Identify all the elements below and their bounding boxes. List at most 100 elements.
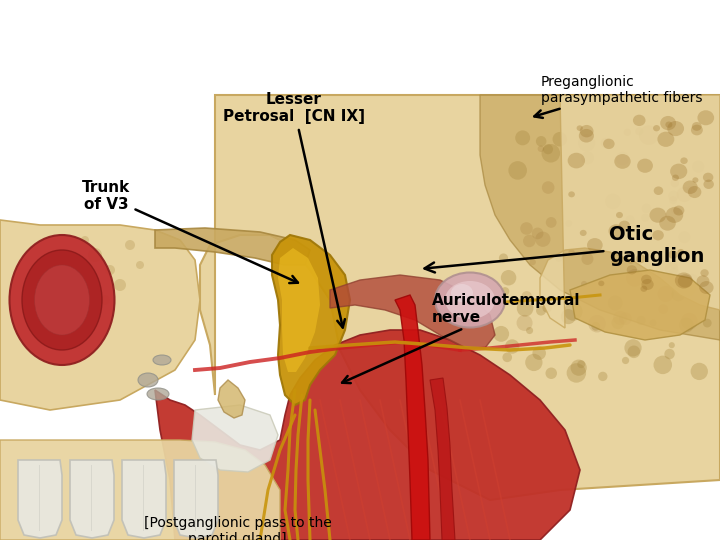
Ellipse shape — [677, 187, 692, 202]
Ellipse shape — [626, 215, 634, 224]
Ellipse shape — [624, 339, 642, 356]
Ellipse shape — [668, 251, 678, 259]
Ellipse shape — [665, 262, 678, 275]
Ellipse shape — [532, 346, 546, 360]
Ellipse shape — [608, 295, 623, 310]
Ellipse shape — [546, 368, 557, 379]
Ellipse shape — [688, 186, 701, 198]
Ellipse shape — [536, 306, 546, 315]
Ellipse shape — [622, 357, 629, 364]
Text: Otic
ganglion: Otic ganglion — [425, 226, 704, 273]
Ellipse shape — [649, 319, 657, 326]
Ellipse shape — [628, 346, 640, 358]
Ellipse shape — [535, 232, 551, 247]
Ellipse shape — [521, 291, 532, 301]
Ellipse shape — [658, 304, 668, 314]
Ellipse shape — [114, 279, 126, 291]
Ellipse shape — [665, 122, 672, 128]
Ellipse shape — [153, 355, 171, 365]
Ellipse shape — [614, 154, 631, 169]
Ellipse shape — [679, 318, 694, 333]
Ellipse shape — [580, 230, 587, 236]
Ellipse shape — [665, 349, 675, 359]
Text: [Postganglionic pass to the
parotid gland]: [Postganglionic pass to the parotid glan… — [144, 516, 331, 540]
Ellipse shape — [699, 281, 714, 294]
Ellipse shape — [75, 275, 85, 285]
Ellipse shape — [691, 125, 703, 136]
Ellipse shape — [100, 295, 110, 305]
Text: Preganglionic
parasympathetic fibers: Preganglionic parasympathetic fibers — [534, 75, 703, 118]
Ellipse shape — [636, 316, 646, 325]
Ellipse shape — [81, 236, 89, 244]
Text: Lesser
Petrosal  [CN IX]: Lesser Petrosal [CN IX] — [223, 92, 365, 328]
Ellipse shape — [698, 110, 714, 125]
Ellipse shape — [543, 144, 553, 154]
Ellipse shape — [678, 274, 693, 288]
Ellipse shape — [644, 261, 653, 270]
Ellipse shape — [435, 273, 505, 327]
Text: Trunk
of V3: Trunk of V3 — [82, 180, 298, 283]
Ellipse shape — [499, 253, 508, 262]
Ellipse shape — [526, 327, 533, 334]
Polygon shape — [18, 460, 62, 538]
Ellipse shape — [567, 363, 586, 383]
Ellipse shape — [639, 125, 659, 145]
Ellipse shape — [516, 130, 530, 145]
Ellipse shape — [701, 269, 708, 276]
Ellipse shape — [55, 305, 65, 315]
Ellipse shape — [657, 286, 674, 302]
Ellipse shape — [570, 360, 587, 376]
Ellipse shape — [649, 207, 666, 222]
Ellipse shape — [568, 191, 575, 197]
Ellipse shape — [618, 221, 630, 231]
Ellipse shape — [668, 268, 680, 280]
Polygon shape — [0, 440, 280, 540]
Ellipse shape — [125, 240, 135, 250]
Ellipse shape — [508, 161, 527, 180]
Ellipse shape — [35, 265, 89, 335]
Ellipse shape — [671, 287, 685, 301]
Ellipse shape — [564, 302, 582, 321]
Ellipse shape — [59, 259, 71, 271]
Ellipse shape — [611, 316, 624, 329]
Polygon shape — [155, 228, 310, 265]
Ellipse shape — [22, 250, 102, 350]
Ellipse shape — [445, 281, 495, 319]
Ellipse shape — [652, 230, 664, 240]
Ellipse shape — [598, 281, 604, 286]
Ellipse shape — [88, 248, 102, 262]
Ellipse shape — [685, 274, 698, 287]
Ellipse shape — [600, 138, 611, 148]
Polygon shape — [395, 295, 430, 540]
Polygon shape — [174, 460, 218, 538]
Ellipse shape — [660, 116, 676, 130]
Ellipse shape — [640, 286, 647, 292]
Polygon shape — [430, 378, 455, 540]
Ellipse shape — [672, 174, 679, 181]
Polygon shape — [278, 248, 320, 372]
Ellipse shape — [657, 256, 671, 271]
Ellipse shape — [657, 132, 675, 147]
Ellipse shape — [678, 249, 685, 255]
Ellipse shape — [532, 227, 544, 239]
Ellipse shape — [692, 160, 704, 173]
Ellipse shape — [616, 152, 629, 165]
Ellipse shape — [529, 259, 536, 265]
Ellipse shape — [555, 255, 562, 262]
Ellipse shape — [696, 275, 709, 287]
Ellipse shape — [66, 291, 74, 299]
Ellipse shape — [105, 265, 115, 275]
Ellipse shape — [587, 238, 603, 252]
Ellipse shape — [147, 388, 169, 400]
Ellipse shape — [517, 300, 534, 316]
Ellipse shape — [525, 354, 542, 371]
Ellipse shape — [565, 220, 572, 227]
Polygon shape — [70, 460, 114, 538]
Ellipse shape — [641, 275, 652, 284]
Ellipse shape — [642, 279, 654, 290]
Ellipse shape — [546, 217, 557, 228]
Ellipse shape — [552, 132, 567, 146]
Ellipse shape — [654, 186, 663, 195]
Polygon shape — [192, 405, 278, 472]
Polygon shape — [272, 235, 350, 405]
